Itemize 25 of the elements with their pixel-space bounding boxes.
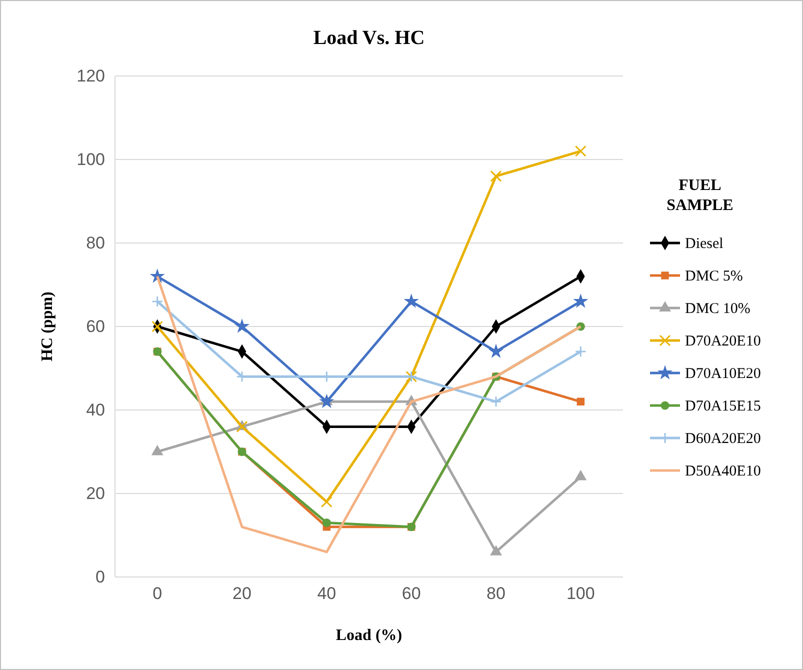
legend-label: DMC 5% [685,268,743,284]
y-axis-title: HC (ppm) [39,292,56,362]
y-tick-label: 60 [86,316,105,336]
legend-label: D70A20E10 [685,334,761,350]
legend-label: D70A10E20 [685,366,761,382]
x-tick-label: 40 [317,584,336,604]
y-tick-label: 20 [86,484,105,503]
legend-label: D70A15E15 [685,398,761,414]
legend-title: FUEL SAMPLE [666,177,734,214]
x-axis-title: Load (%) [336,627,402,644]
x-tick-label: 80 [486,584,506,604]
legend-label: Diesel [685,236,724,252]
y-tick-label: 120 [76,66,105,86]
chart-title: Load Vs. HC [313,27,425,49]
y-tick-label: 80 [86,233,105,252]
x-tick-label: 100 [566,584,595,604]
legend-label: D60A20E20 [685,431,761,447]
y-tick-label: 100 [76,150,105,169]
legend-label: DMC 10% [685,301,750,317]
y-tick-label: 0 [96,567,105,586]
x-tick-label: 60 [402,584,421,604]
x-tick-label: 20 [232,584,252,604]
x-tick-label: 0 [152,584,162,604]
y-tick-label: 40 [86,400,105,420]
legend-label: D50A40E10 [685,464,761,480]
